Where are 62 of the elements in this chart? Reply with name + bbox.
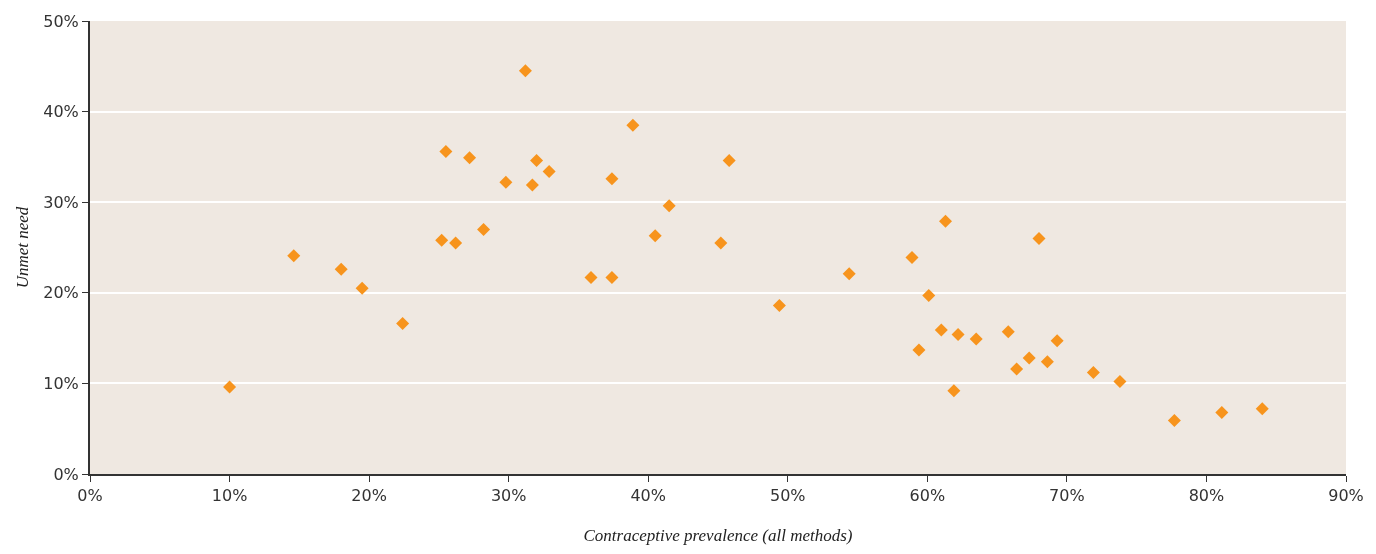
y-tick-label: 20% <box>43 283 79 303</box>
point <box>223 380 237 394</box>
point <box>905 250 919 264</box>
y-tick-label: 40% <box>43 102 79 122</box>
point <box>584 270 598 284</box>
point <box>1050 334 1064 348</box>
x-tick-label: 40% <box>630 486 666 506</box>
point <box>525 178 539 192</box>
point <box>542 164 556 178</box>
x-tick-label: 20% <box>351 486 387 506</box>
point <box>287 249 301 263</box>
x-tick-label: 30% <box>490 486 527 506</box>
x-tick-label: 70% <box>1049 486 1085 506</box>
point <box>1001 325 1015 339</box>
point <box>396 317 410 331</box>
point <box>969 332 983 346</box>
y-axis-title: Unmet need <box>13 206 33 289</box>
point <box>648 229 662 243</box>
point <box>1032 231 1046 245</box>
point <box>355 281 369 295</box>
point <box>722 154 736 168</box>
point <box>1167 414 1181 428</box>
point <box>518 64 532 78</box>
point <box>714 236 728 250</box>
point <box>922 289 936 303</box>
point <box>1255 402 1269 416</box>
point <box>477 222 491 236</box>
point <box>938 214 952 228</box>
point <box>499 175 513 189</box>
point <box>1215 405 1229 419</box>
x-axis-title: Contraceptive prevalence (all methods) <box>583 526 853 546</box>
x-tick-label: 50% <box>770 486 806 506</box>
point <box>772 298 786 312</box>
point <box>435 233 449 247</box>
x-tick-label: 80% <box>1188 486 1225 506</box>
y-tick-label: 50% <box>43 11 79 31</box>
y-tick-label: 0% <box>53 464 79 484</box>
x-tick-label: 60% <box>909 486 946 506</box>
point <box>1010 362 1024 376</box>
y-tick-label: 30% <box>43 192 79 212</box>
point <box>334 262 348 276</box>
point <box>842 267 856 281</box>
x-tick-label: 90% <box>1328 486 1364 506</box>
point <box>439 144 453 158</box>
point <box>1086 366 1100 380</box>
point <box>530 154 544 168</box>
point <box>1113 375 1127 389</box>
point <box>662 199 676 213</box>
x-tick-label: 10% <box>211 486 248 506</box>
point <box>912 343 926 357</box>
point <box>605 270 619 284</box>
point <box>463 151 477 165</box>
point <box>951 327 965 341</box>
point <box>626 118 640 132</box>
point <box>1022 351 1036 365</box>
x-tick-label: 0% <box>77 486 103 506</box>
point <box>1040 355 1054 369</box>
y-tick-label: 10% <box>43 374 79 393</box>
point <box>934 323 948 337</box>
point <box>605 172 619 186</box>
point <box>449 236 463 250</box>
point <box>947 384 961 398</box>
